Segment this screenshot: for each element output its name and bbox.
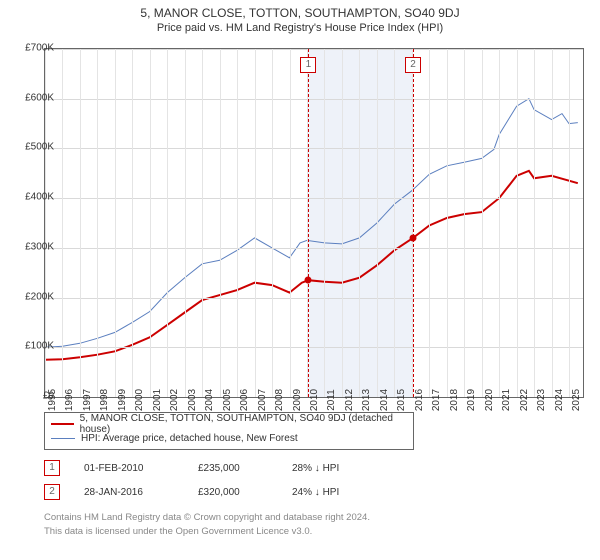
- x-tick-label: 2018: [449, 389, 460, 411]
- sale-price-1: £235,000: [198, 463, 268, 474]
- sale-delta-2: 24% ↓ HPI: [292, 487, 339, 498]
- x-tick-label: 2011: [326, 389, 337, 411]
- y-tick-label: £400K: [14, 192, 54, 203]
- x-tick-label: 2014: [379, 389, 390, 411]
- x-tick-label: 2003: [187, 389, 198, 411]
- sale-row-2: 2 28-JAN-2016 £320,000 24% ↓ HPI: [44, 484, 339, 500]
- x-tick-label: 2017: [431, 389, 442, 411]
- y-tick-label: £500K: [14, 142, 54, 153]
- sale-dot: [305, 277, 312, 284]
- x-tick-label: 1996: [64, 389, 75, 411]
- x-tick-label: 1995: [47, 389, 58, 411]
- sale-row-1: 1 01-FEB-2010 £235,000 28% ↓ HPI: [44, 460, 339, 476]
- x-tick-label: 2009: [292, 389, 303, 411]
- x-tick-label: 2021: [501, 389, 512, 411]
- x-tick-label: 2013: [361, 389, 372, 411]
- x-tick-label: 2008: [274, 389, 285, 411]
- y-tick-label: £300K: [14, 241, 54, 252]
- x-tick-label: 2023: [536, 389, 547, 411]
- x-tick-label: 1998: [99, 389, 110, 411]
- legend-swatch-blue: [51, 438, 75, 439]
- x-tick-label: 2016: [414, 389, 425, 411]
- chart-title: 5, MANOR CLOSE, TOTTON, SOUTHAMPTON, SO4…: [0, 6, 600, 20]
- x-tick-label: 2024: [554, 389, 565, 411]
- x-tick-label: 2020: [484, 389, 495, 411]
- legend-row-red: 5, MANOR CLOSE, TOTTON, SOUTHAMPTON, SO4…: [51, 417, 407, 431]
- x-tick-label: 2015: [396, 389, 407, 411]
- line-series-svg: [45, 49, 583, 397]
- x-tick-label: 2001: [152, 389, 163, 411]
- titles: 5, MANOR CLOSE, TOTTON, SOUTHAMPTON, SO4…: [0, 0, 600, 34]
- x-tick-label: 2004: [204, 389, 215, 411]
- x-tick-label: 2002: [169, 389, 180, 411]
- event-marker: 2: [405, 57, 421, 73]
- chart-subtitle: Price paid vs. HM Land Registry's House …: [0, 22, 600, 34]
- x-tick-label: 2025: [571, 389, 582, 411]
- chart-container: 5, MANOR CLOSE, TOTTON, SOUTHAMPTON, SO4…: [0, 0, 600, 560]
- x-tick-label: 2010: [309, 389, 320, 411]
- chart-plot-area: 12: [44, 48, 584, 398]
- x-tick-label: 2000: [134, 389, 145, 411]
- x-tick-label: 2007: [257, 389, 268, 411]
- event-marker: 1: [300, 57, 316, 73]
- sale-date-2: 28-JAN-2016: [84, 487, 174, 498]
- x-tick-label: 1999: [117, 389, 128, 411]
- sale-price-2: £320,000: [198, 487, 268, 498]
- sale-marker-1: 1: [44, 460, 60, 476]
- legend: 5, MANOR CLOSE, TOTTON, SOUTHAMPTON, SO4…: [44, 412, 414, 450]
- legend-label-blue: HPI: Average price, detached house, New …: [81, 433, 298, 444]
- y-tick-label: £100K: [14, 341, 54, 352]
- footer-line-2: This data is licensed under the Open Gov…: [44, 526, 312, 537]
- legend-swatch-red: [51, 423, 74, 425]
- x-tick-label: 2012: [344, 389, 355, 411]
- sale-marker-2: 2: [44, 484, 60, 500]
- y-tick-label: £700K: [14, 43, 54, 54]
- sale-date-1: 01-FEB-2010: [84, 463, 174, 474]
- sale-dot: [410, 234, 417, 241]
- x-tick-label: 1997: [82, 389, 93, 411]
- x-tick-label: 2022: [519, 389, 530, 411]
- x-tick-label: 2019: [466, 389, 477, 411]
- y-tick-label: £600K: [14, 92, 54, 103]
- y-tick-label: £200K: [14, 291, 54, 302]
- sale-delta-1: 28% ↓ HPI: [292, 463, 339, 474]
- x-tick-label: 2006: [239, 389, 250, 411]
- x-tick-label: 2005: [222, 389, 233, 411]
- footer-line-1: Contains HM Land Registry data © Crown c…: [44, 512, 370, 523]
